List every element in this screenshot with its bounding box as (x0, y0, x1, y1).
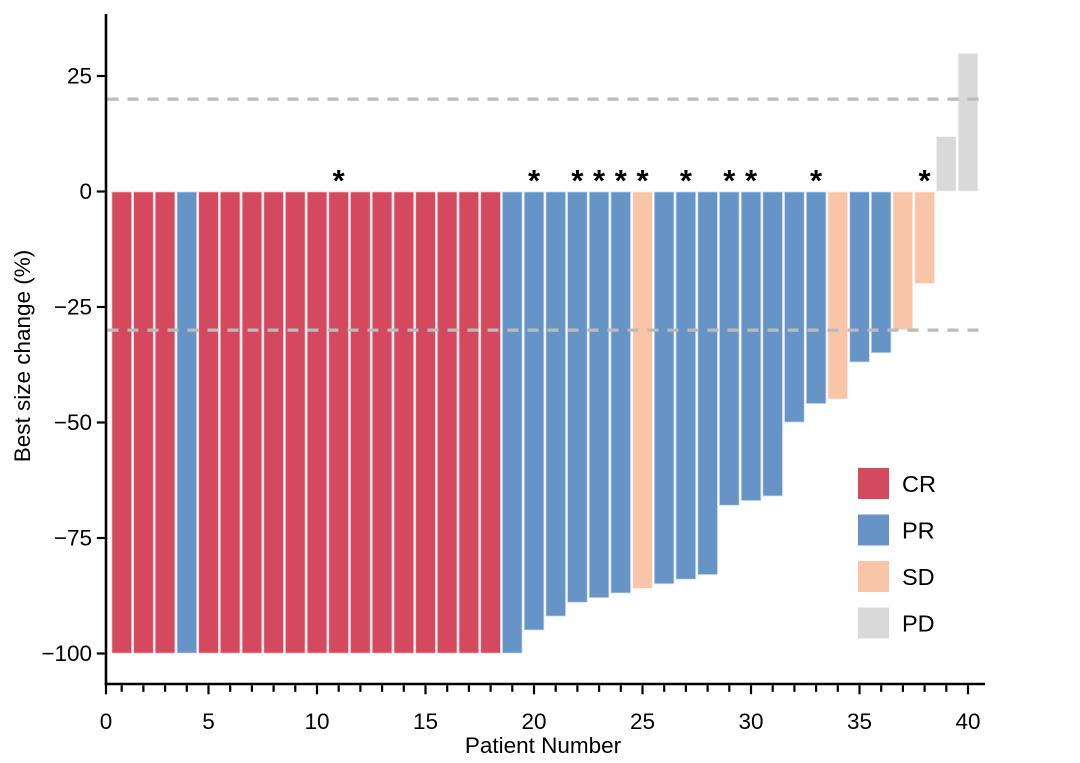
y-tick-label--75: −75 (54, 526, 92, 551)
y-axis-title: Best size change (%) (10, 250, 35, 463)
bar-patient-35 (848, 190, 871, 364)
asterisk-patient-24: * (615, 163, 628, 198)
bar-patient-24 (609, 190, 632, 595)
asterisk-patient-25: * (636, 163, 649, 198)
bar-patient-10 (305, 190, 329, 655)
bar-patient-1 (110, 190, 133, 655)
legend-item-cr: CR (858, 468, 936, 499)
legend-label-sd: SD (902, 564, 935, 590)
legend-swatch-pr (858, 514, 889, 546)
asterisk-patient-33: * (810, 163, 823, 198)
bar-patient-36 (870, 190, 893, 354)
bar-patient-12 (349, 190, 372, 655)
y-tick-label-0: 0 (79, 179, 92, 204)
x-tick-label-30: 30 (738, 709, 763, 734)
asterisk-patient-23: * (593, 163, 606, 198)
asterisk-patient-38: * (919, 163, 932, 198)
x-tick-label-40: 40 (955, 709, 980, 734)
bar-patient-13 (370, 190, 394, 655)
bar-patient-16 (436, 190, 459, 655)
bar-patient-14 (392, 190, 415, 655)
x-tick-label-15: 15 (413, 709, 438, 734)
bar-patient-18 (479, 190, 502, 655)
y-tick-label--25: −25 (54, 295, 92, 320)
y-tick-label-25: 25 (67, 64, 92, 89)
bar-patient-34 (826, 190, 849, 401)
bar-patient-21 (544, 190, 567, 618)
bar-patient-15 (414, 190, 437, 655)
bar-patient-32 (783, 190, 806, 424)
bar-patient-9 (284, 190, 307, 655)
bar-patient-37 (891, 190, 914, 331)
reference-lines-layer (107, 97, 985, 332)
asterisk-patient-22: * (571, 163, 584, 198)
bar-patient-28 (696, 190, 719, 576)
legend-swatch-cr (858, 468, 889, 499)
legend: CR PR SD PD (858, 468, 936, 639)
bar-patient-31 (761, 190, 784, 498)
legend-label-pr: PR (902, 518, 935, 544)
x-tick-label-5: 5 (202, 709, 215, 734)
legend-swatch-sd (858, 561, 889, 592)
bar-patient-20 (522, 190, 546, 632)
bars-layer (110, 52, 980, 655)
bar-patient-17 (457, 190, 480, 655)
legend-label-pd: PD (902, 611, 935, 637)
x-tick-label-0: 0 (100, 709, 113, 734)
asterisk-patient-29: * (723, 163, 736, 198)
legend-item-pr: PR (858, 514, 935, 546)
bar-patient-5 (197, 190, 220, 655)
y-ticks-layer: 25 0 −25 −50 −75 −100 (41, 64, 105, 666)
bar-patient-27 (674, 190, 697, 581)
bar-patient-40 (956, 52, 980, 193)
bar-patient-29 (718, 190, 741, 507)
bar-patient-38 (913, 190, 936, 285)
x-ticks-layer: 0 5 10 15 20 25 30 35 40 (100, 685, 981, 734)
asterisk-patient-20: * (528, 163, 541, 198)
bar-patient-39 (935, 135, 958, 193)
legend-item-pd: PD (858, 607, 935, 639)
bar-patient-11 (327, 190, 350, 655)
x-tick-label-20: 20 (521, 709, 546, 734)
asterisk-patient-27: * (680, 163, 693, 198)
bar-patient-33 (805, 190, 828, 405)
x-tick-label-10: 10 (304, 709, 329, 734)
bar-patient-8 (262, 190, 285, 655)
x-tick-label-35: 35 (847, 709, 872, 734)
legend-swatch-pd (858, 607, 889, 639)
bar-patient-25 (631, 190, 654, 590)
y-tick-label--50: −50 (54, 410, 92, 435)
bar-patient-30 (739, 190, 763, 502)
bar-patient-23 (587, 190, 611, 599)
bar-patient-6 (219, 190, 242, 655)
bar-patient-3 (154, 190, 177, 655)
legend-item-sd: SD (858, 561, 935, 592)
bar-patient-2 (132, 190, 155, 655)
bar-patient-4 (175, 190, 198, 655)
x-axis-title: Patient Number (465, 733, 622, 758)
bar-patient-26 (653, 190, 676, 586)
bar-patient-22 (566, 190, 589, 604)
x-tick-label-25: 25 (630, 709, 655, 734)
legend-label-cr: CR (902, 471, 936, 497)
asterisk-patient-11: * (333, 163, 346, 198)
axes-layer (104, 14, 985, 686)
asterisk-patient-30: * (745, 163, 758, 198)
bar-patient-7 (240, 190, 263, 655)
bar-patient-19 (501, 190, 524, 655)
asterisks-layer: * * * * * * * * * * * (333, 163, 932, 198)
y-tick-label--100: −100 (41, 641, 92, 666)
